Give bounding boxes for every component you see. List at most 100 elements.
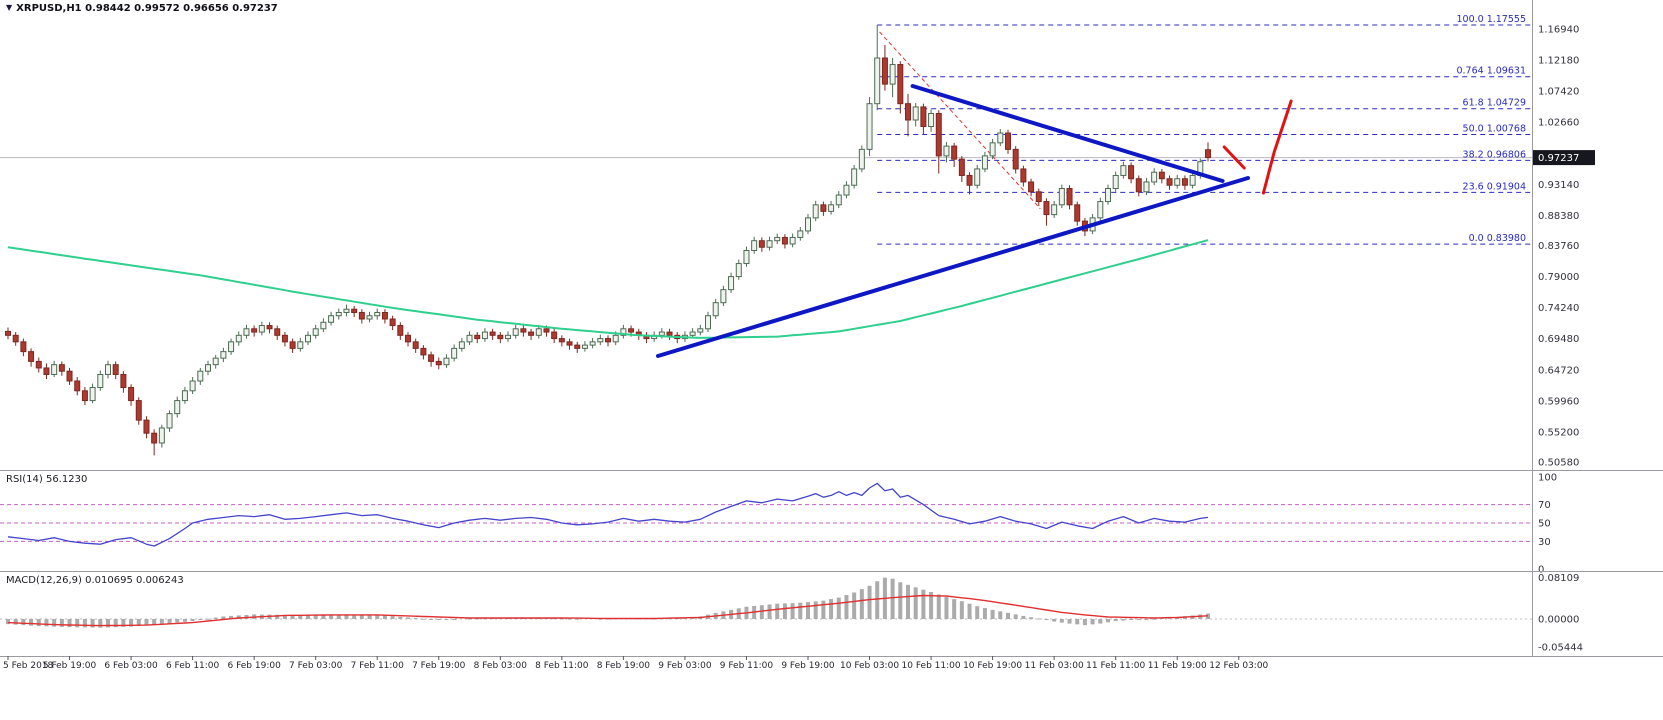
time-axis-label: 6 Feb 19:00 [227,661,281,671]
candle-body [97,373,104,389]
macd-histogram-bar [813,601,818,619]
macd-histogram-bar [205,618,210,620]
candle-body [551,331,558,340]
candle-body [535,328,542,336]
candle-body [1104,188,1111,203]
macd-histogram-bar [382,615,387,619]
candle-body [874,57,881,105]
trendline[interactable] [655,176,1250,359]
guide-dashed-line[interactable] [879,31,1041,210]
fibonacci-retracement[interactable]: 100.0 1.17555 0.764 1.09631 61.8 1.04729 50… [877,14,1532,245]
candle-body [1051,204,1058,216]
macd-histogram-bar [452,619,457,620]
macd-histogram-bar [844,595,849,619]
time-axis-label: 9 Feb 19:00 [781,661,835,671]
macd-histogram-bar [998,611,1003,619]
candle-body [151,432,158,444]
macd-histogram-bar [105,619,110,628]
price-axis-label: 1.07420 [1538,87,1579,98]
macd-histogram-bar [990,609,995,619]
macd-histogram-bar [67,619,72,628]
candle-body [743,249,750,265]
macd-histogram-bar [1005,612,1010,619]
macd-histogram-bar [359,614,364,619]
macd-histogram-bar [482,618,487,620]
macd-histogram-bar [44,619,49,627]
annotation-arrow[interactable] [1222,145,1246,170]
price-axis-label: 0.93140 [1538,180,1579,191]
candle-body [312,328,319,336]
candle-body [966,174,973,186]
candle-body [981,155,988,170]
candle-body [328,315,335,323]
rsi-axis-label: 30 [1538,537,1551,548]
macd-histogram-bar [375,614,380,619]
candle-body [612,334,619,343]
macd-histogram-bar [1136,619,1141,620]
macd-indicator-label: MACD(12,26,9) 0.010695 0.006243 [6,575,184,586]
trendline[interactable] [910,83,1225,184]
macd-histogram-bar [1129,619,1134,621]
macd-signal-line[interactable] [7,594,1209,627]
macd-histogram-bar [429,619,434,620]
price-axis-label: 0.50580 [1538,458,1579,469]
candle-body [335,311,342,317]
candle-body [66,370,73,382]
candle-body [374,311,381,317]
candle-body [904,103,911,121]
macd-histogram-bar [167,619,172,624]
candle-body [481,331,488,340]
macd-histogram-bar [421,618,426,620]
candle-body [1158,171,1165,180]
candle-body [997,132,1004,144]
candle-body [258,325,265,333]
macd-histogram-bar [959,601,964,619]
moving-average-line[interactable] [7,239,1209,339]
macd-histogram-bar [444,619,449,620]
macd-histogram-bar [944,597,949,619]
macd-histogram-bar [313,615,318,619]
candle-body [1143,181,1150,193]
candle-body [458,341,465,349]
candle-body [820,204,827,212]
candle-body [620,328,627,336]
candle-body [181,390,188,402]
candle-body [804,217,811,232]
candle-body [689,331,696,336]
candle-body [158,427,165,444]
time-axis-label: 7 Feb 11:00 [351,661,405,671]
candle-body [197,370,204,382]
candle-body [858,148,865,170]
candle-body [766,240,773,248]
macd-histogram-bar [759,605,764,619]
candle-body [304,334,311,343]
time-axis-label: 7 Feb 03:00 [289,661,343,671]
current-price-box [1533,150,1595,166]
candle-body [974,168,981,186]
candle-body [5,330,11,336]
candle-body [1120,165,1127,176]
candle-body [497,334,504,340]
fib-level-label: 0.764 1.09631 [1456,66,1526,77]
macd-histogram-bar [898,582,903,619]
fib-level-label: 38.2 0.96806 [1463,149,1526,160]
candle-body [712,302,719,317]
macd-histogram-bar [1036,618,1041,620]
candle-body [389,318,396,327]
time-axis-label: 8 Feb 03:00 [474,661,528,671]
fib-level-label: 50.0 1.00768 [1463,124,1526,135]
macd-histogram-bar [975,606,980,619]
macd-histogram-bar [598,618,603,620]
candle-body [466,334,473,343]
candle-body [512,328,519,336]
candle-body [1012,148,1019,170]
rsi-line[interactable] [7,482,1209,547]
macd-histogram-bar [1113,619,1118,622]
candle-body [574,344,581,349]
annotation-arrow[interactable] [1261,99,1293,195]
macd-histogram-bar [305,615,310,619]
price-axis-label: 0.88380 [1538,211,1579,222]
macd-histogram-bar [467,618,472,620]
